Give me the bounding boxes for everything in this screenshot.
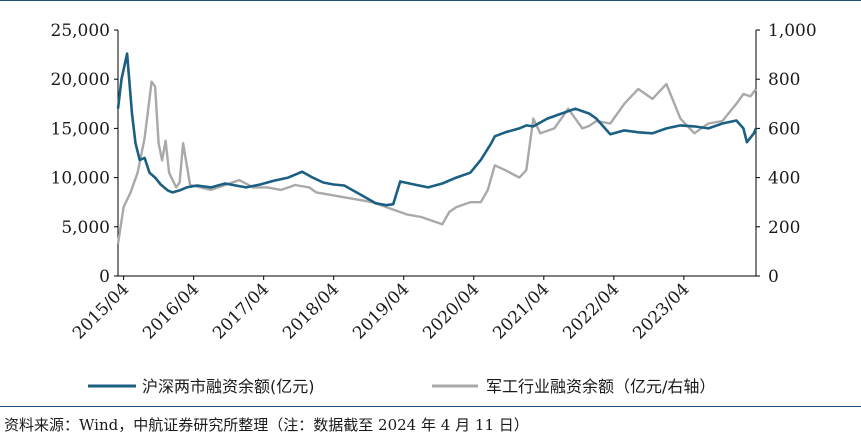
source-day: 11 — [474, 416, 495, 434]
top-border-line — [0, 0, 861, 1]
bottom-border-line — [0, 406, 861, 407]
x-tick-label: 2016/04 — [139, 279, 203, 343]
y-right-tick-label: 400 — [768, 169, 800, 189]
source-yue: 月 — [455, 416, 471, 434]
x-tick-label: 2022/04 — [559, 279, 623, 343]
y-right-tick-label: 800 — [768, 70, 800, 90]
source-prefix: 资料来源： — [4, 416, 80, 434]
y-right-tick-label: 600 — [768, 119, 800, 139]
legend: 沪深两市融资余额(亿元) 军工行业融资余额（亿元/右轴） — [88, 377, 715, 396]
y-left-tick-label: 5,000 — [61, 218, 110, 238]
y-left-tick-label: 10,000 — [51, 169, 110, 189]
x-tick-label: 2023/04 — [629, 279, 693, 343]
series-lines — [116, 52, 758, 245]
source-ri: 日） — [498, 416, 529, 434]
source-middle: ，中航证券研究所整理（注：数据截至 — [118, 416, 374, 434]
y-right-tick-label: 0 — [768, 267, 779, 287]
source-note: 资料来源：Wind，中航证券研究所整理（注：数据截至 2024 年 4 月 11… — [4, 414, 529, 435]
y-left-tick-label: 0 — [99, 267, 110, 287]
source-wind: Wind — [79, 416, 119, 434]
x-tick-label: 2019/04 — [349, 279, 413, 343]
source-month: 4 — [440, 416, 451, 434]
y-right-tick-label: 200 — [768, 218, 800, 238]
source-nian: 年 — [421, 416, 437, 434]
y-left-tick-label: 15,000 — [51, 119, 110, 139]
axes: 0 5,000 10,000 15,000 20,000 25,000 0 200 400 600… — [51, 21, 817, 343]
y-left-tick-label: 20,000 — [51, 70, 110, 90]
series-line-military-financing — [116, 80, 757, 245]
series-line-market-financing — [116, 52, 758, 207]
y-left-tick-label: 25,000 — [51, 21, 110, 41]
financing-balance-chart: 0 5,000 10,000 15,000 20,000 25,000 0 200 400 600… — [51, 21, 817, 396]
y-right-tick-label: 1,000 — [768, 21, 817, 41]
source-year: 2024 — [378, 416, 417, 434]
x-tick-label: 2020/04 — [419, 279, 483, 343]
x-tick-label: 2018/04 — [279, 279, 343, 343]
x-tick-label: 2015/04 — [69, 279, 133, 343]
x-tick-label: 2017/04 — [209, 279, 273, 343]
legend-label-military-financing: 军工行业融资余额（亿元/右轴） — [486, 377, 715, 396]
x-tick-label: 2021/04 — [489, 279, 553, 343]
legend-label-market-financing: 沪深两市融资余额(亿元) — [142, 377, 315, 396]
